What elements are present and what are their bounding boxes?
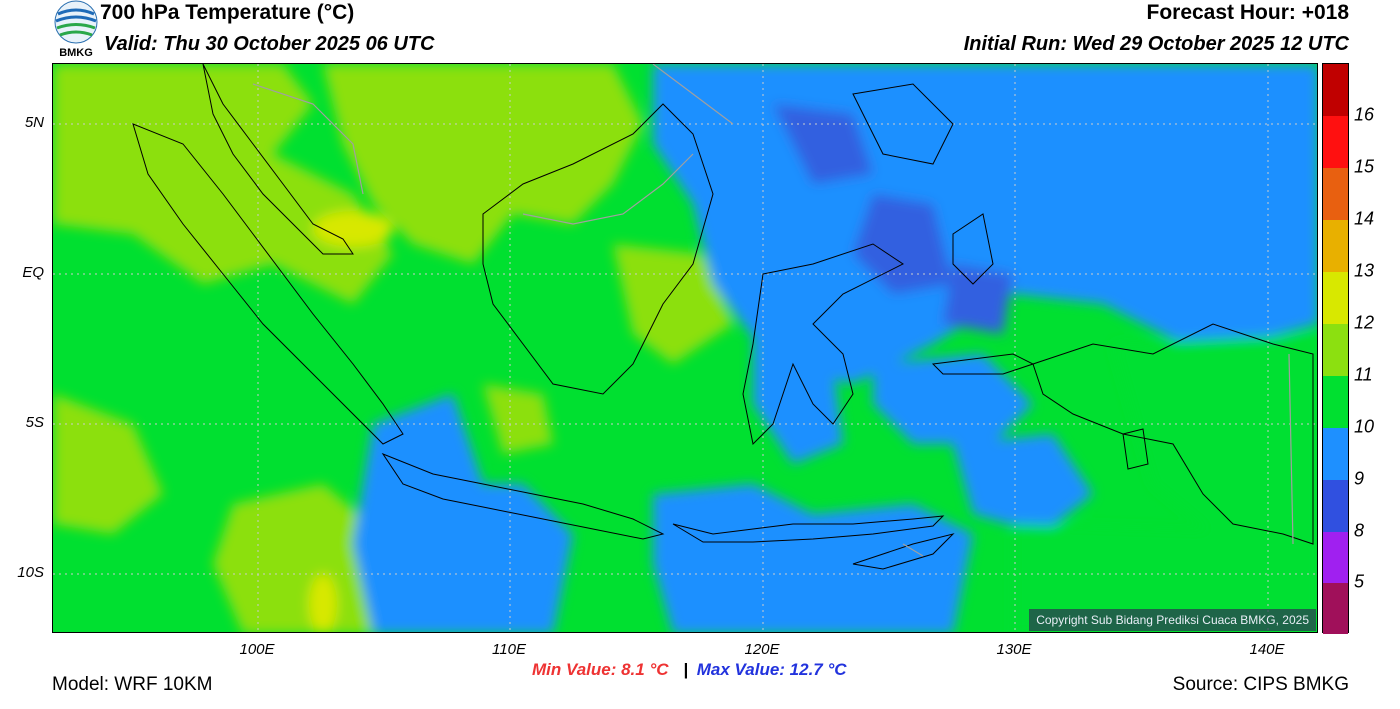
- color-legend: [1322, 63, 1349, 634]
- legend-label-10: 10: [1354, 416, 1375, 437]
- borders: [252, 64, 1294, 557]
- lon-label-140e: 140E: [1249, 641, 1285, 658]
- coast-sunda: [672, 515, 945, 543]
- field-green-southeast: [1013, 524, 1317, 632]
- field-zone-banda: [873, 354, 1033, 444]
- border-papua: [1288, 353, 1294, 545]
- legend-label-13: 13: [1354, 260, 1375, 281]
- coast-java: [381, 452, 665, 540]
- legend-swatch-12-13: [1323, 272, 1348, 324]
- legend-swatch-15-16: [1323, 116, 1348, 168]
- legend-label-16: 16: [1354, 104, 1375, 125]
- legend-swatch-13-14: [1323, 220, 1348, 272]
- bmkg-logo: [52, 0, 100, 62]
- forecast-hour: Forecast Hour: +018: [1146, 1, 1350, 24]
- coast-timor: [852, 533, 955, 570]
- model-label: Model: WRF 10KM: [52, 674, 213, 695]
- field-patch-1: [313, 211, 393, 247]
- field-zone-central-sea: [483, 384, 553, 454]
- legend-label-12: 12: [1354, 312, 1375, 333]
- coast-borneo: [482, 103, 714, 395]
- source-label: Source: CIPS BMKG: [1172, 674, 1349, 695]
- border-malaya: [252, 83, 364, 195]
- field-zone-borneo: [323, 64, 643, 264]
- lon-label-130e: 130E: [996, 641, 1032, 658]
- legend-label-5: 5: [1354, 571, 1365, 592]
- field-zone-south-west: [213, 484, 403, 632]
- min-max-separator: |: [683, 660, 689, 679]
- field-green-papua: [1113, 334, 1317, 544]
- lon-label-100e: 100E: [239, 641, 275, 658]
- grid-lines: [53, 64, 1317, 632]
- coast-halmahera: [952, 213, 994, 285]
- coast-papua: [1032, 323, 1314, 545]
- border-philippines: [652, 64, 734, 125]
- legend-swatch-8-9: [1323, 480, 1348, 532]
- coastlines: [132, 64, 1314, 570]
- coast-sulawesi: [742, 243, 904, 446]
- field-patch-2: [309, 574, 337, 632]
- min-value: Min Value: 8.1 °C: [532, 660, 669, 679]
- field-zone-java-sea: [353, 394, 573, 632]
- legend-swatch-10-11: [1323, 376, 1348, 428]
- coast-sumatra: [132, 123, 404, 445]
- legend-swatch-14-15: [1323, 168, 1348, 220]
- coast-mindanao: [852, 83, 954, 165]
- lon-label-120e: 120E: [744, 641, 780, 658]
- min-max-values: Min Value: 8.1 °C | Max Value: 12.7 °C: [532, 660, 847, 680]
- field-deep-3: [943, 264, 1013, 334]
- border-borneo: [522, 153, 694, 225]
- legend-swatch-11-12: [1323, 324, 1348, 376]
- legend-label-8: 8: [1354, 520, 1365, 541]
- coast-malaya: [202, 64, 354, 255]
- field-deep-2: [853, 194, 953, 294]
- logo-text: BMKG: [59, 47, 93, 59]
- legend-swatch-9-10: [1323, 428, 1348, 480]
- legend-swatch-above-16: [1323, 64, 1348, 116]
- lon-label-110e: 110E: [492, 641, 526, 658]
- lat-label-5n: 5N: [24, 114, 44, 131]
- chart-title: 700 hPa Temperature (°C): [100, 1, 355, 24]
- legend-swatch-5-8: [1323, 532, 1348, 583]
- field-zone-sulawesi: [753, 324, 843, 464]
- field-zone-east-south: [953, 434, 1093, 534]
- field-zone-west-sea: [53, 394, 163, 534]
- coast-seram: [931, 353, 1035, 375]
- max-value: Max Value: 12.7 °C: [696, 660, 847, 679]
- legend-label-11: 11: [1354, 364, 1373, 385]
- initial-run: Initial Run: Wed 29 October 2025 12 UTC: [963, 33, 1349, 55]
- legend-label-9: 9: [1354, 468, 1365, 489]
- legend-swatch-below-5: [1323, 583, 1348, 634]
- lat-label-eq: EQ: [22, 264, 44, 281]
- coast-aru: [1122, 428, 1149, 470]
- lat-label-5s: 5S: [25, 414, 44, 431]
- field-green-east: [1133, 114, 1317, 234]
- legend-label-14: 14: [1354, 208, 1375, 229]
- temperature-map: Copyright Sub Bidang Prediksi Cuaca BMKG…: [52, 63, 1318, 633]
- valid-time: Valid: Thu 30 October 2025 06 UTC: [104, 33, 435, 55]
- border-timor: [902, 543, 924, 557]
- legend-label-15: 15: [1354, 156, 1375, 177]
- lat-label-10s: 10S: [17, 564, 44, 581]
- copyright-note: Copyright Sub Bidang Prediksi Cuaca BMKG…: [1029, 609, 1316, 631]
